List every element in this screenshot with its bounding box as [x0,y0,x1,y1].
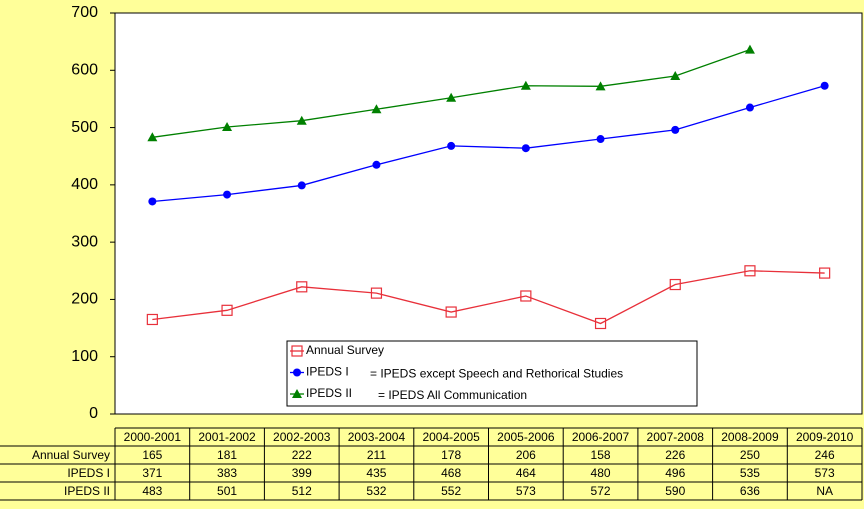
table-cell: 590 [665,484,685,498]
x-tick-label: 2000-2001 [124,430,182,444]
marker [296,281,308,293]
marker [147,132,158,142]
annotation: = IPEDS All Communication [378,388,527,402]
legend-label: IPEDS II [306,386,352,400]
y-tick-label: 400 [71,176,98,193]
table-cell: NA [816,484,833,498]
series-line [152,270,825,325]
legend-label: IPEDS I [306,365,349,379]
series-line [152,85,825,203]
y-tick-label: 300 [71,233,98,250]
marker [293,368,301,377]
x-tick-label: 2001-2002 [198,430,256,444]
table-cell: 399 [292,466,312,480]
marker [820,81,829,90]
x-tick-label: 2004-2005 [422,430,480,444]
table-cell: 512 [292,484,312,498]
table-cell: 250 [740,448,760,462]
table-cell: 636 [740,484,760,498]
marker [296,115,307,125]
marker [222,121,233,131]
marker [297,181,306,190]
marker [596,135,605,144]
legend-box [286,340,698,407]
marker [292,389,302,398]
table-cell: 206 [516,448,536,462]
table-cell: 246 [815,448,835,462]
table-cell: 178 [441,448,461,462]
table-cell: 158 [591,448,611,462]
legend-label: Annual Survey [306,343,384,357]
table-cell: 535 [740,466,760,480]
table-cell: 468 [441,466,461,480]
table-cell: 383 [217,466,237,480]
table-cell: 181 [217,448,237,462]
x-tick-label: 2003-2004 [348,430,406,444]
marker [670,71,681,81]
marker [445,306,457,318]
x-tick-label: 2008-2009 [721,430,779,444]
marker [371,104,382,114]
y-tick-label: 0 [89,405,98,422]
marker [594,317,607,330]
y-tick-label: 700 [71,4,98,21]
table-cell: 573 [815,466,835,480]
y-tick-label: 500 [71,119,98,136]
table-row-label: IPEDS I [67,466,110,480]
table-cell: 532 [366,484,386,498]
y-tick-label: 600 [71,62,98,79]
table-cell: 480 [591,466,611,480]
x-tick-label: 2007-2008 [647,430,705,444]
marker [744,265,756,277]
table-cell: 371 [142,466,162,480]
marker [669,278,681,291]
marker [745,103,754,112]
marker [221,304,233,316]
y-tick-label: 100 [71,348,98,365]
marker [744,44,755,54]
table-cell: 483 [142,484,162,498]
table-row-label: Annual Survey [32,448,110,462]
table-cell: 211 [367,448,386,462]
marker [370,287,383,299]
table-cell: 573 [516,484,536,498]
marker [671,125,680,134]
table-cell: 226 [665,448,685,462]
x-tick-label: 2009-2010 [796,430,854,444]
table-cell: 552 [441,484,461,498]
marker [520,80,531,90]
marker [146,313,158,326]
table-cell: 496 [665,466,685,480]
marker [819,267,831,279]
marker [447,141,456,150]
marker [520,290,532,302]
y-tick-label: 200 [71,291,98,308]
marker [521,144,530,153]
annotation: = IPEDS except Speech and Rethorical Stu… [370,367,623,381]
table-cell: 435 [366,466,386,480]
x-tick-label: 2006-2007 [572,430,630,444]
table-cell: 222 [292,448,312,462]
marker [372,160,381,169]
marker [291,345,303,357]
table-cell: 501 [217,484,237,498]
table-cell: 165 [142,448,162,462]
table-cell: 572 [591,484,611,498]
marker [148,197,157,206]
table-cell: 464 [516,466,536,480]
x-tick-label: 2002-2003 [273,430,331,444]
x-tick-label: 2005-2006 [497,430,555,444]
marker [595,81,606,91]
table-row-label: IPEDS II [64,484,110,498]
marker [446,92,457,102]
marker [223,190,232,199]
